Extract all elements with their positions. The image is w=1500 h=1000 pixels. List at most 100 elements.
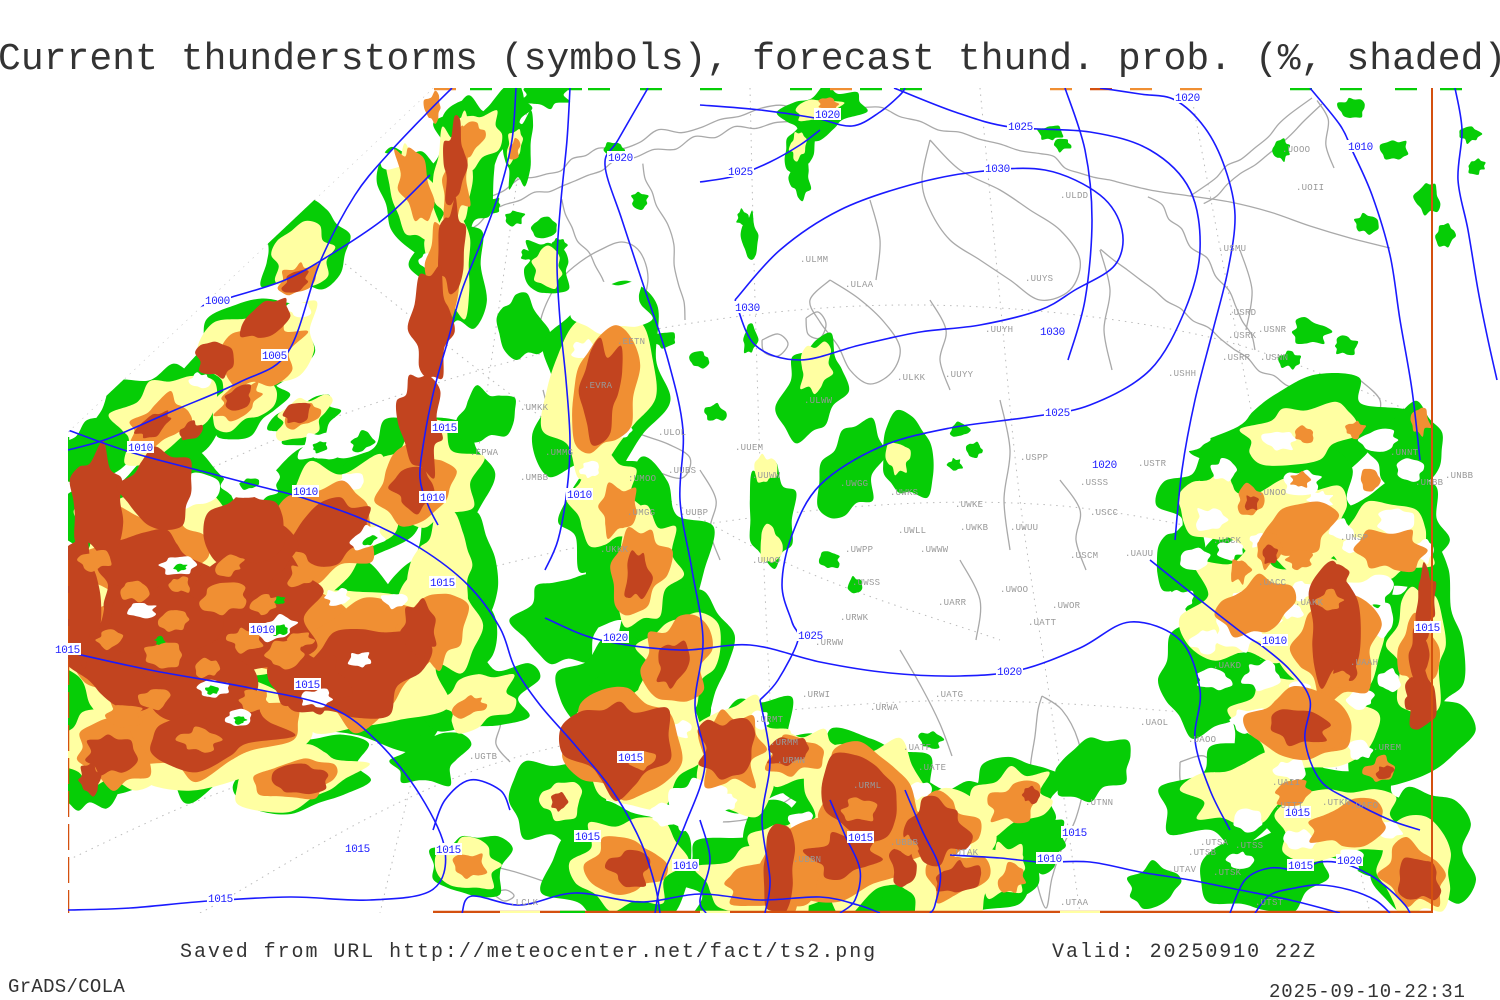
svg-text:.UUWW: .UUWW (752, 471, 781, 481)
svg-text:.USRR: .USRR (1222, 353, 1251, 363)
svg-text:.UTSB: .UTSB (1188, 848, 1217, 858)
svg-text:.ULWW: .ULWW (804, 396, 833, 406)
svg-text:.URWI: .URWI (802, 690, 830, 700)
svg-text:.UOOO: .UOOO (1282, 145, 1310, 155)
svg-text:1010: 1010 (673, 861, 698, 873)
svg-text:.USPP: .USPP (1020, 453, 1048, 463)
svg-text:.USTR: .USTR (1138, 459, 1167, 469)
svg-text:.UAKD: .UAKD (1213, 661, 1241, 671)
svg-text:1020: 1020 (1092, 460, 1117, 472)
svg-text:1010: 1010 (128, 443, 153, 455)
svg-text:1015: 1015 (575, 832, 600, 844)
svg-text:.UUYY: .UUYY (945, 370, 974, 380)
svg-text:1030: 1030 (735, 303, 760, 315)
svg-text:.UMKK: .UMKK (520, 403, 549, 413)
svg-text:1010: 1010 (1037, 854, 1062, 866)
svg-text:.UTSS: .UTSS (1235, 841, 1263, 851)
svg-text:.UNBB: .UNBB (1415, 478, 1444, 488)
svg-text:.EETN: .EETN (617, 337, 645, 347)
svg-text:.UTST: .UTST (1255, 898, 1284, 908)
svg-text:1025: 1025 (1045, 408, 1070, 420)
svg-text:.UTAK: .UTAK (950, 848, 979, 858)
svg-text:1015: 1015 (208, 894, 233, 906)
svg-text:.UATT: .UATT (1028, 618, 1057, 628)
svg-text:.ULOL: .ULOL (658, 428, 686, 438)
svg-text:1015: 1015 (436, 845, 461, 857)
svg-text:.USMU: .USMU (1218, 244, 1246, 254)
svg-text:1010: 1010 (567, 490, 592, 502)
svg-text:.USHH: .USHH (1168, 369, 1196, 379)
svg-text:.UMMG: .UMMG (545, 448, 573, 458)
svg-text:1015: 1015 (1415, 623, 1440, 635)
svg-text:.UWGG: .UWGG (840, 479, 868, 489)
svg-text:.URMT: .URMT (755, 715, 784, 725)
svg-text:1010: 1010 (1348, 142, 1373, 154)
svg-text:.UWPP: .UWPP (845, 545, 873, 555)
svg-text:.URWK: .URWK (840, 613, 869, 623)
svg-text:.UWKB: .UWKB (960, 523, 989, 533)
svg-text:.UTSK: .UTSK (1213, 868, 1242, 878)
svg-text:.UWSS: .UWSS (852, 578, 880, 588)
svg-text:.UUBS: .UUBS (668, 466, 696, 476)
svg-text:1015: 1015 (1285, 808, 1310, 820)
svg-text::UMOO: :UMOO (628, 474, 656, 484)
svg-text:1015: 1015 (848, 833, 873, 845)
svg-text:.UNOO: .UNOO (1258, 488, 1286, 498)
svg-text:.UUYS: .UUYS (1025, 274, 1053, 284)
svg-text:.UREM: .UREM (1373, 743, 1401, 753)
svg-text:.UKKK: .UKKK (600, 545, 629, 555)
svg-text:1010: 1010 (420, 493, 445, 505)
svg-text:1015: 1015 (55, 645, 80, 657)
svg-text:1015: 1015 (618, 753, 643, 765)
svg-text:.UWKE: .UWKE (955, 500, 983, 510)
svg-text:1010: 1010 (293, 487, 318, 499)
svg-text:.UNNT: .UNNT (1390, 448, 1419, 458)
svg-text:.UAFO: .UAFO (1350, 801, 1378, 811)
svg-text:1000: 1000 (205, 296, 230, 308)
svg-text:.EVRA: .EVRA (584, 381, 613, 391)
svg-text:.URMM: .URMM (770, 738, 798, 748)
svg-text:.UUOO: .UUOO (752, 556, 780, 566)
svg-text:.ULMM: .ULMM (800, 255, 828, 265)
svg-text:.UBBB: .UBBB (890, 838, 919, 848)
svg-text:1030: 1030 (1040, 327, 1065, 339)
svg-text:.USNR: .USNR (1258, 325, 1287, 335)
svg-text:.USNN: .USNN (1260, 353, 1288, 363)
svg-text:.UAII: .UAII (1272, 778, 1300, 788)
svg-text:.UTSA: .UTSA (1200, 838, 1229, 848)
svg-text:.UMBB: .UMBB (520, 473, 549, 483)
svg-text:.UATE: .UATE (918, 763, 946, 773)
svg-text:.UACK: .UACK (1213, 536, 1242, 546)
svg-text:1030: 1030 (985, 164, 1010, 176)
svg-text:.UWLL: .UWLL (898, 526, 926, 536)
svg-text:.UAKK: .UAKK (1295, 598, 1324, 608)
svg-text:1025: 1025 (798, 631, 823, 643)
svg-text:.UNSP: .UNSP (1340, 533, 1368, 543)
svg-text:1010: 1010 (250, 625, 275, 637)
svg-text:.UACC: .UACC (1258, 578, 1287, 588)
svg-text:1020: 1020 (815, 110, 840, 122)
svg-text:1015: 1015 (430, 578, 455, 590)
svg-text:.LCLK: .LCLK (510, 898, 539, 908)
svg-text:.UAUU: .UAUU (1125, 549, 1153, 559)
svg-text:.URWW: .URWW (815, 638, 844, 648)
svg-text:1005: 1005 (262, 351, 287, 363)
svg-text:.UTTT: .UTTT (1275, 801, 1304, 811)
svg-text:.UGTB: .UGTB (469, 752, 498, 762)
svg-text:.USCC: .USCC (1090, 508, 1119, 518)
svg-text:1015: 1015 (1062, 828, 1087, 840)
svg-text:.UWOO: .UWOO (1000, 585, 1028, 595)
svg-text:.UAAH: .UAAH (1350, 658, 1378, 668)
svg-text:1020: 1020 (603, 633, 628, 645)
svg-text:.USRK: .USRK (1228, 331, 1257, 341)
svg-text:.UUEM: .UUEM (735, 443, 763, 453)
svg-text:.UWWW: .UWWW (920, 545, 949, 555)
svg-text:.UATG: .UATG (935, 690, 963, 700)
svg-text:.UAOL: .UAOL (1140, 718, 1168, 728)
svg-text:1010: 1010 (1262, 636, 1287, 648)
svg-text:.UWUU: .UWUU (1010, 523, 1038, 533)
svg-text:1015: 1015 (432, 423, 457, 435)
svg-text:.UOII: .UOII (1296, 183, 1324, 193)
svg-text:.ULDD: .ULDD (1060, 191, 1088, 201)
svg-text:.ULAA: .ULAA (845, 280, 874, 290)
